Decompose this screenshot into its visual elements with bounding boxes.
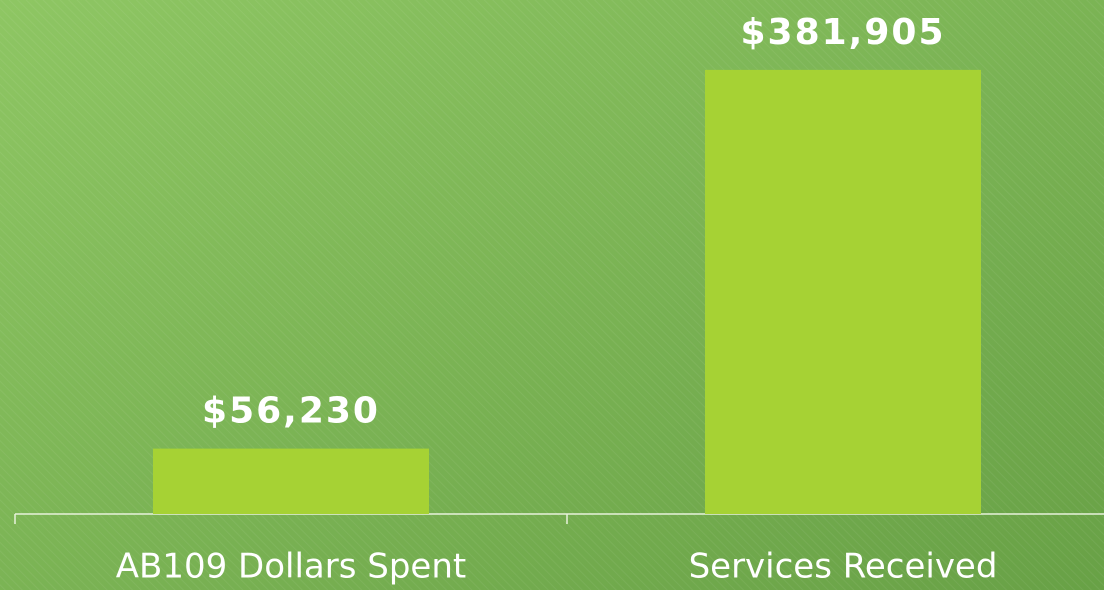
x-tick-label: AB109 Dollars Spent <box>116 547 466 587</box>
bar <box>153 448 429 514</box>
value-label: $381,905 <box>740 12 945 53</box>
bar <box>705 69 981 515</box>
x-tick-label: Services Received <box>689 547 998 587</box>
value-label: $56,230 <box>202 391 380 432</box>
